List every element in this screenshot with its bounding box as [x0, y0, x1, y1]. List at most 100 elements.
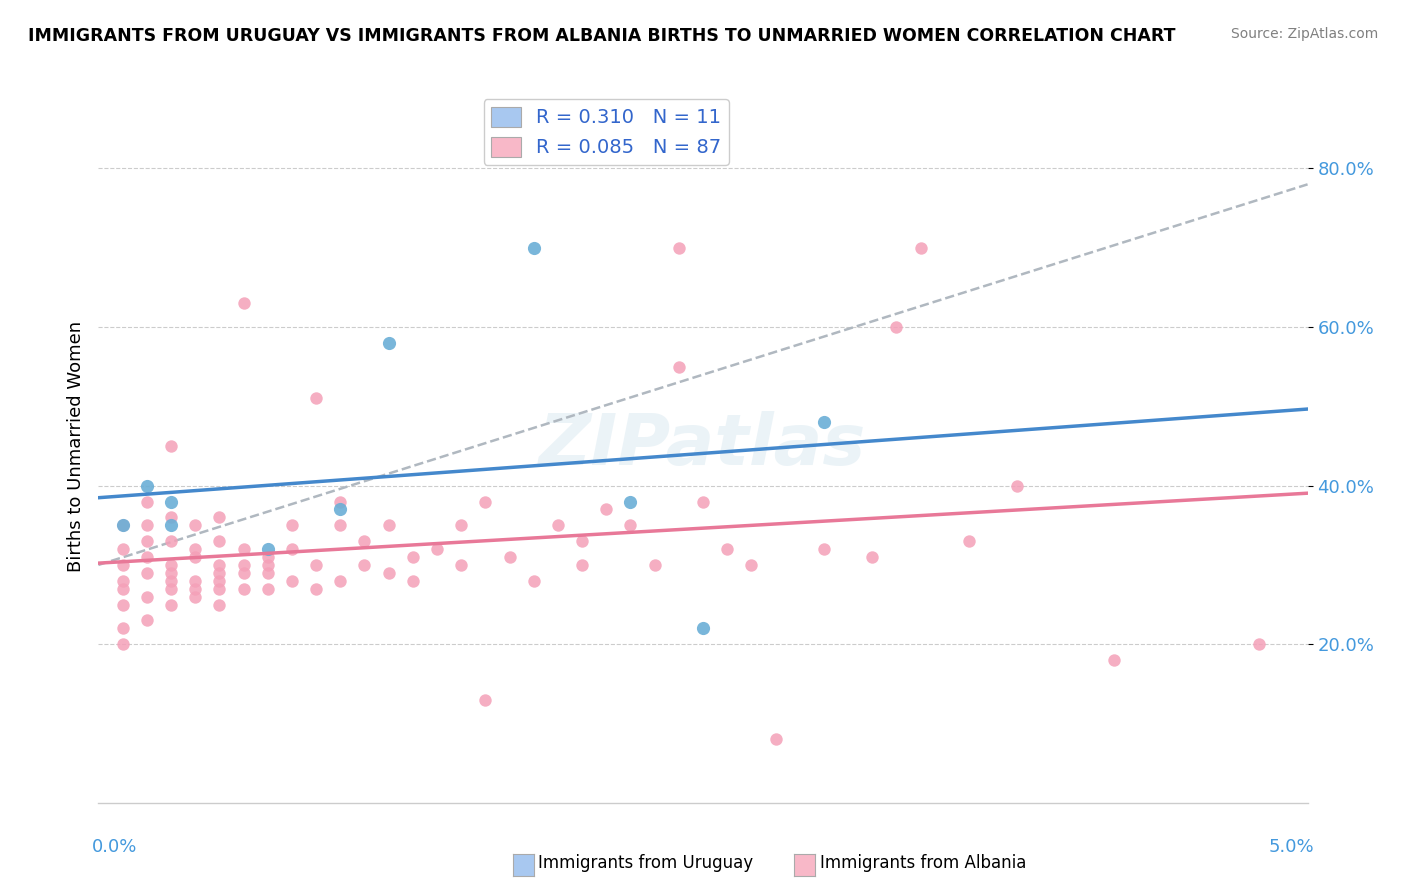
Point [329, 518, 352, 533]
Point [813, 542, 835, 557]
Point [184, 549, 207, 564]
Point [281, 574, 304, 588]
Point [571, 558, 593, 572]
Point [571, 534, 593, 549]
Point [450, 518, 472, 533]
Point [813, 415, 835, 429]
Text: Immigrants from Uruguay: Immigrants from Uruguay [538, 855, 754, 872]
Point [692, 494, 714, 508]
Point [523, 574, 546, 588]
Point [160, 566, 183, 580]
Point [450, 558, 472, 572]
Point [208, 558, 231, 572]
Point [1102, 653, 1125, 667]
Point [595, 502, 617, 516]
Point [184, 574, 207, 588]
Point [184, 518, 207, 533]
Point [305, 558, 328, 572]
Point [232, 296, 254, 310]
Point [135, 534, 157, 549]
Point [160, 598, 183, 612]
Point [256, 558, 278, 572]
Point [860, 549, 883, 564]
Point [329, 574, 352, 588]
Point [1007, 478, 1029, 492]
Point [740, 558, 762, 572]
Point [256, 566, 278, 580]
Point [1249, 637, 1271, 651]
Point [256, 582, 278, 596]
Point [498, 549, 520, 564]
Point [208, 582, 231, 596]
Point [377, 518, 399, 533]
Point [619, 494, 641, 508]
Point [353, 534, 375, 549]
Text: 0.0%: 0.0% [91, 838, 136, 855]
Point [716, 542, 738, 557]
Point [135, 478, 157, 492]
Point [208, 598, 231, 612]
Point [668, 359, 690, 374]
Point [523, 241, 546, 255]
Point [208, 566, 231, 580]
Point [402, 549, 425, 564]
Point [692, 621, 714, 635]
Point [184, 542, 207, 557]
Point [160, 582, 183, 596]
Point [474, 494, 496, 508]
Point [910, 241, 932, 255]
Text: 5.0%: 5.0% [1270, 838, 1315, 855]
Point [957, 534, 980, 549]
Point [160, 558, 183, 572]
Point [160, 534, 183, 549]
Y-axis label: Births to Unmarried Women: Births to Unmarried Women [66, 320, 84, 572]
Point [668, 241, 690, 255]
Point [208, 574, 231, 588]
Point [160, 510, 183, 524]
Point [160, 494, 183, 508]
Point [644, 558, 666, 572]
Point [256, 542, 278, 557]
Text: IMMIGRANTS FROM URUGUAY VS IMMIGRANTS FROM ALBANIA BIRTHS TO UNMARRIED WOMEN COR: IMMIGRANTS FROM URUGUAY VS IMMIGRANTS FR… [28, 27, 1175, 45]
Point [111, 598, 134, 612]
Point [305, 582, 328, 596]
Point [135, 614, 157, 628]
Point [135, 590, 157, 604]
Point [232, 582, 254, 596]
Point [184, 590, 207, 604]
Point [111, 574, 134, 588]
Point [208, 534, 231, 549]
Point [377, 335, 399, 350]
Point [474, 692, 496, 706]
Text: Source: ZipAtlas.com: Source: ZipAtlas.com [1230, 27, 1378, 41]
Point [329, 494, 352, 508]
Point [886, 320, 908, 334]
Point [281, 518, 304, 533]
Point [232, 542, 254, 557]
Point [111, 518, 134, 533]
Point [111, 558, 134, 572]
Point [619, 518, 641, 533]
Point [377, 566, 399, 580]
Point [160, 518, 183, 533]
Point [160, 574, 183, 588]
Point [135, 549, 157, 564]
Point [160, 439, 183, 453]
Point [111, 518, 134, 533]
Point [111, 542, 134, 557]
Text: Immigrants from Albania: Immigrants from Albania [820, 855, 1026, 872]
Point [111, 637, 134, 651]
Point [281, 542, 304, 557]
Point [305, 392, 328, 406]
Point [135, 566, 157, 580]
Point [256, 549, 278, 564]
Point [135, 518, 157, 533]
Legend: R = 0.310   N = 11, R = 0.085   N = 87: R = 0.310 N = 11, R = 0.085 N = 87 [484, 99, 728, 165]
Point [353, 558, 375, 572]
Point [402, 574, 425, 588]
Point [208, 510, 231, 524]
Point [135, 494, 157, 508]
Point [426, 542, 449, 557]
Point [232, 566, 254, 580]
Point [232, 558, 254, 572]
